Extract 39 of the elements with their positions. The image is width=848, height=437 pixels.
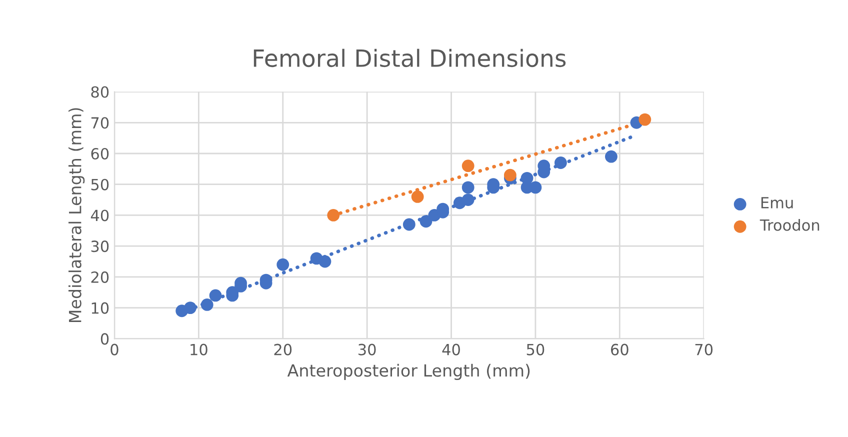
point <box>462 194 474 206</box>
y-tick-label: 30 <box>91 240 109 252</box>
y-tick-label: 60 <box>91 148 109 160</box>
point <box>318 255 332 268</box>
x-tick-label: 40 <box>442 344 460 356</box>
x-tick-label: 30 <box>358 344 376 356</box>
y-tick-label: 0 <box>100 333 109 345</box>
y-tick-label: 80 <box>91 86 109 98</box>
y-tick-label: 40 <box>90 210 109 222</box>
point <box>504 168 516 182</box>
point <box>638 113 652 126</box>
x-tick-label: 60 <box>610 344 628 356</box>
point <box>402 218 416 231</box>
point <box>520 172 534 184</box>
x-tick-label: 10 <box>190 344 208 356</box>
point <box>605 150 618 163</box>
point <box>462 160 474 172</box>
y-tick-label: 70 <box>91 117 109 129</box>
chart-title: Femoral Distal Dimensions <box>254 48 566 68</box>
legend-label: Emu <box>761 197 793 208</box>
x-tick-label: 70 <box>695 344 713 356</box>
x-tick-label: 20 <box>274 344 292 356</box>
x-axis-title: Anteroposterior Length (mm) <box>287 364 530 380</box>
y-tick-label: 20 <box>91 271 109 283</box>
point <box>462 181 474 194</box>
point <box>554 156 567 169</box>
x-tick-label: 50 <box>526 344 544 356</box>
x-tick-label: 0 <box>110 344 118 356</box>
point <box>184 302 196 314</box>
y-tick-label: 10 <box>92 302 109 314</box>
point <box>276 258 290 271</box>
point <box>209 289 222 302</box>
point <box>327 209 340 222</box>
y-tick-label: 50 <box>91 178 109 190</box>
legend-label: Troodon <box>760 219 820 231</box>
point <box>420 215 432 228</box>
point <box>411 190 424 203</box>
point <box>200 298 214 311</box>
y-axis-title: Mediolateral Length (mm) <box>68 108 85 322</box>
